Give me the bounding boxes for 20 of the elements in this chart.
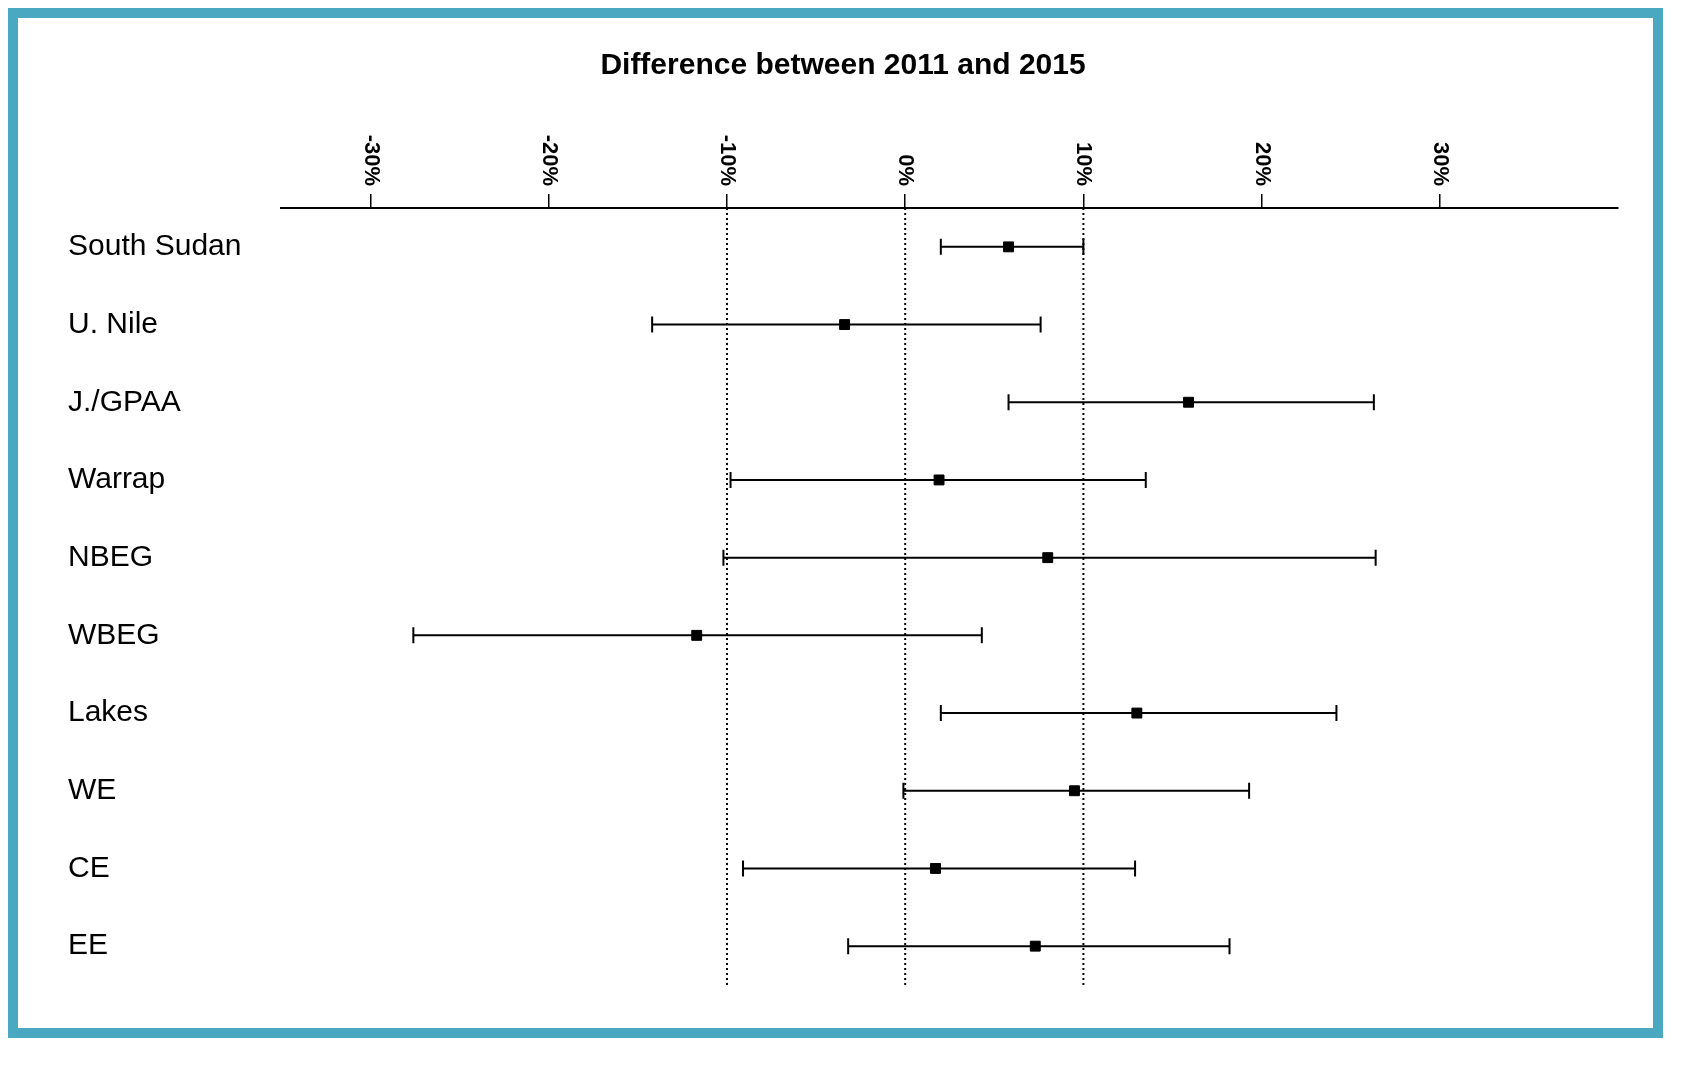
y-tick-label: South Sudan	[68, 228, 242, 262]
x-tick-label: -10%	[715, 134, 741, 186]
y-tick-label: Lakes	[68, 694, 149, 728]
point	[1131, 707, 1143, 719]
x-tick-label: 30%	[1428, 141, 1454, 186]
y-tick-label: NBEG	[68, 538, 154, 572]
y-tick-label: J./GPAA	[68, 383, 181, 417]
y-tick-label: CE	[68, 849, 110, 883]
chart-title: Difference between 2011 and 2015	[600, 47, 1086, 81]
y-tick-label: WBEG	[68, 616, 160, 650]
y-tick-label: Warrap	[68, 461, 166, 495]
x-tick-label: 0%	[894, 154, 920, 186]
x-tick-label: -30%	[359, 134, 385, 186]
y-tick-label: U. Nile	[68, 305, 159, 339]
y-tick-label: WE	[68, 772, 117, 806]
point	[933, 474, 945, 486]
x-tick-label: 20%	[1250, 141, 1276, 186]
y-tick-label: EE	[68, 927, 109, 961]
x-tick-label: -20%	[537, 134, 563, 186]
x-tick-label: 10%	[1072, 141, 1098, 186]
